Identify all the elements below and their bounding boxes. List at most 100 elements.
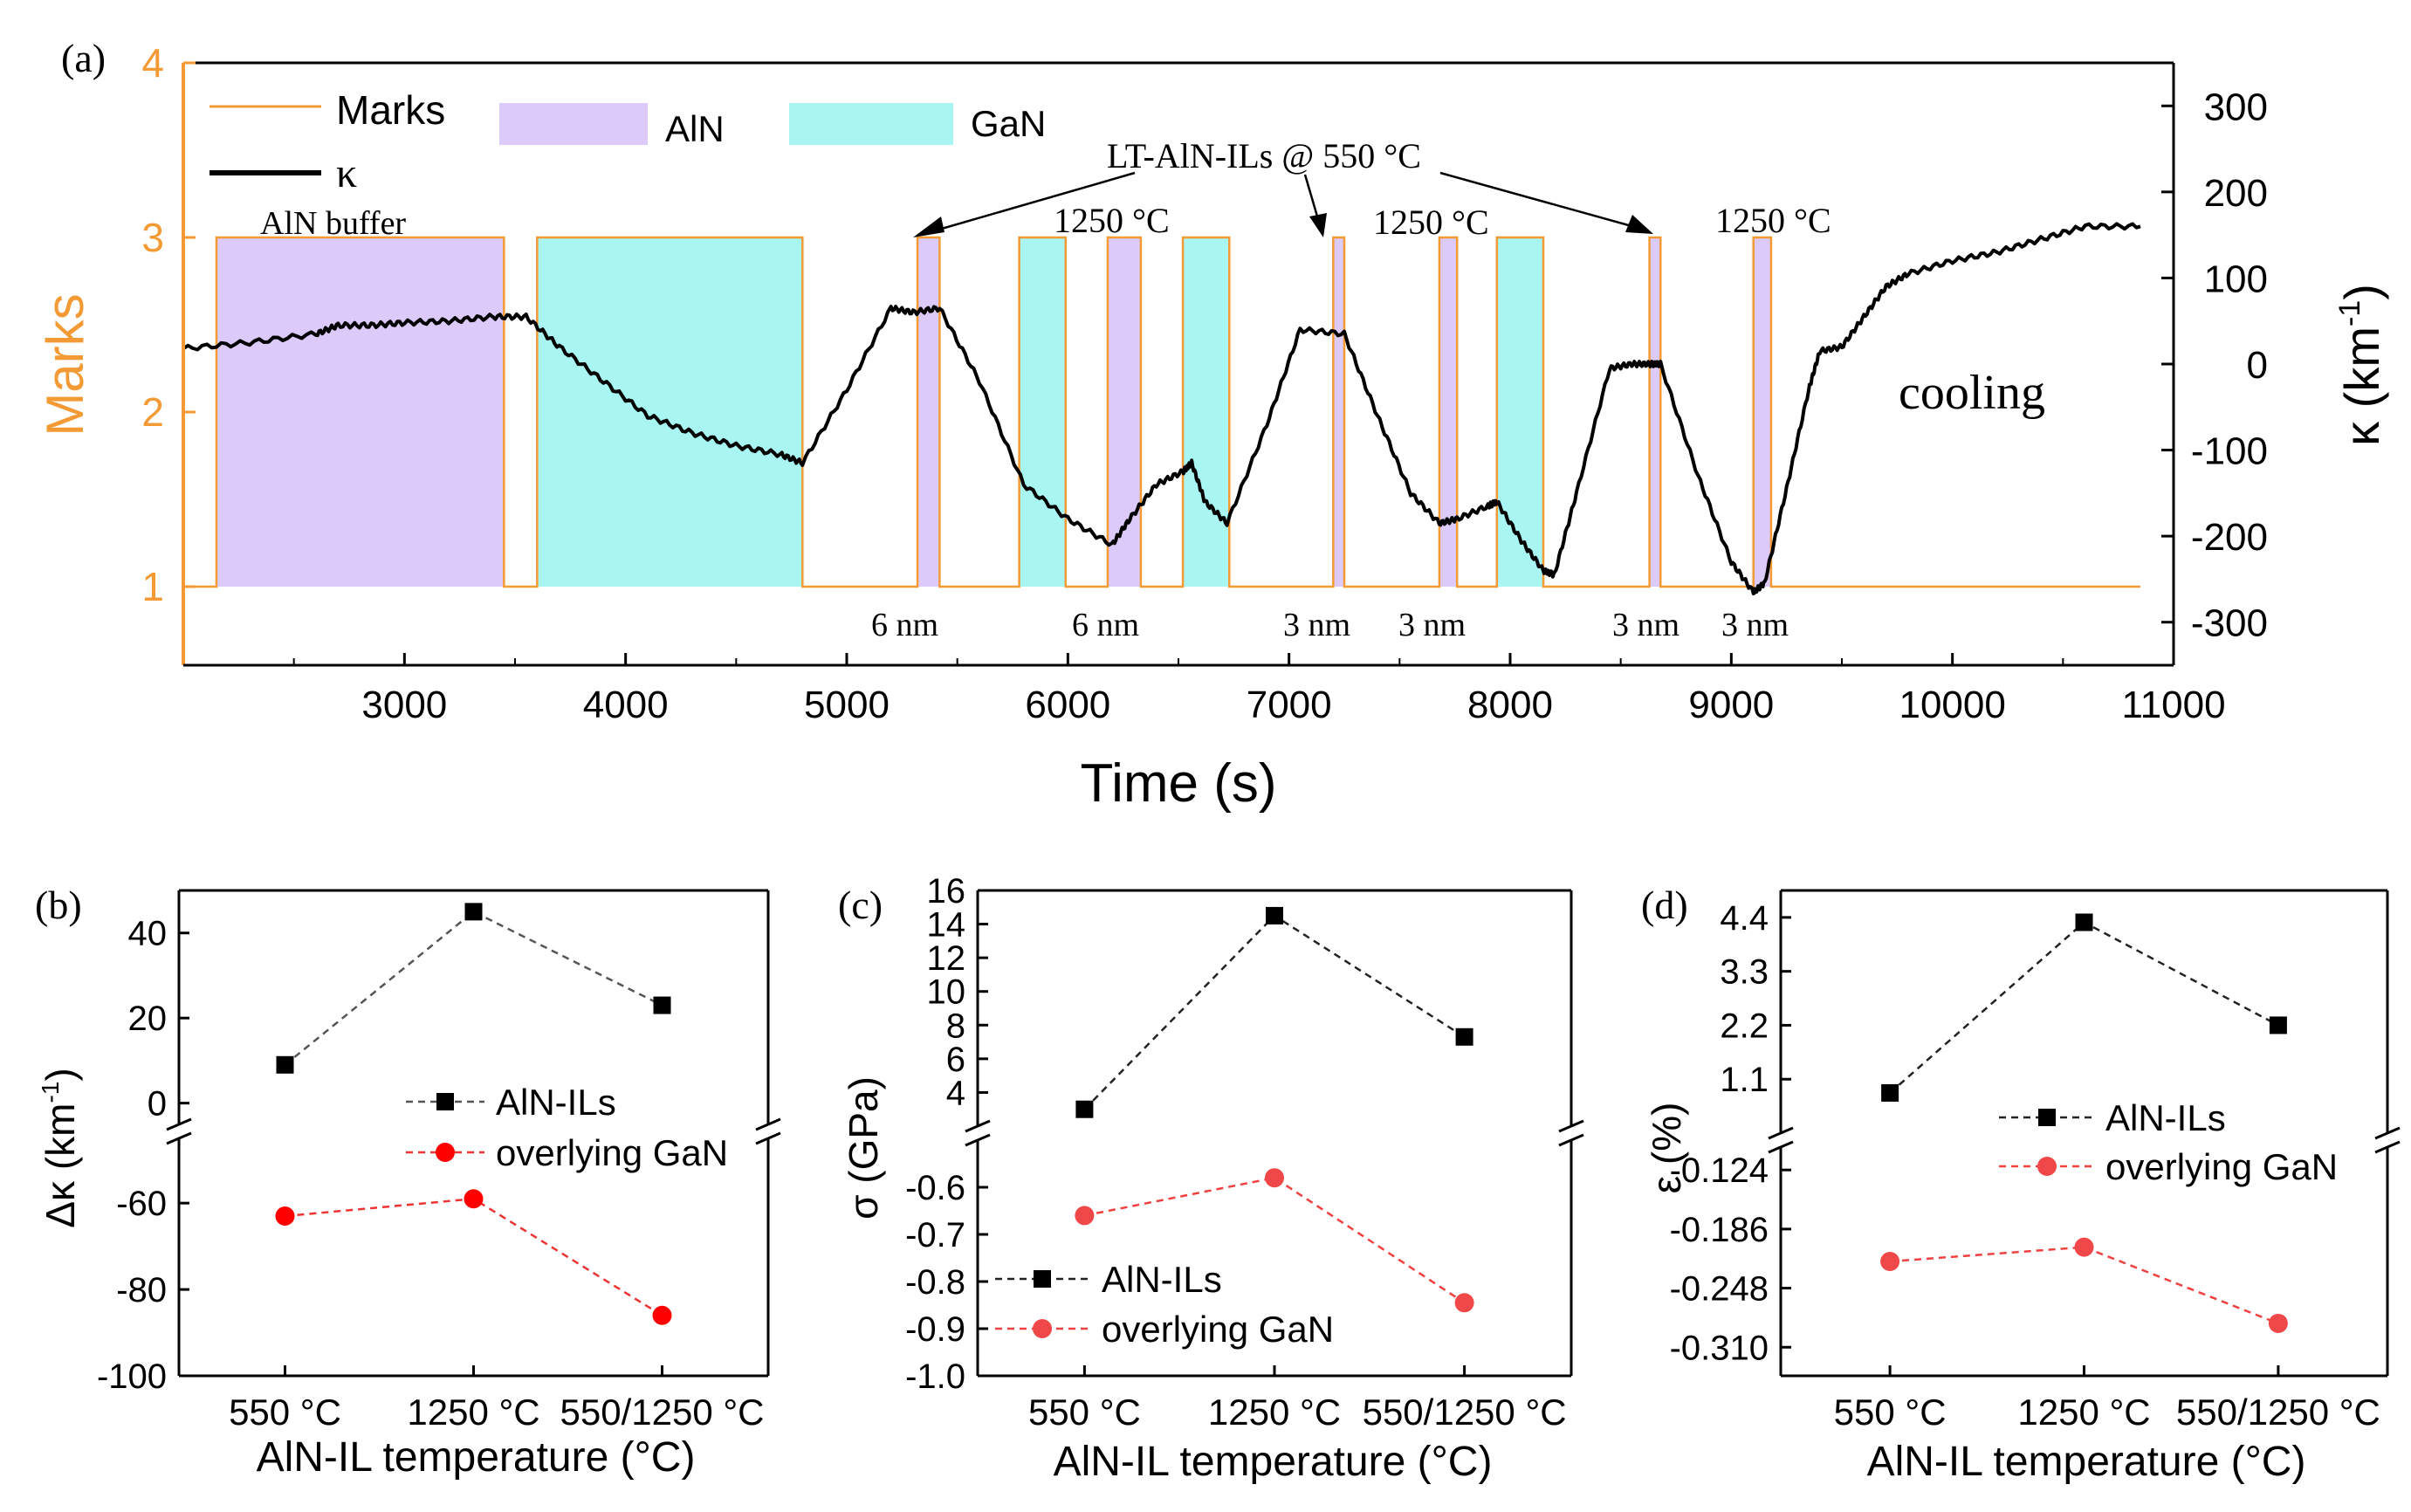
b-series-0-point-0 [276, 1055, 294, 1074]
d-legend: AlN-ILs overlying GaN [1999, 1097, 2338, 1187]
a-x-tick-label-4000: 4000 [583, 684, 669, 726]
a-annot-1250-2: 1250 °C [1373, 203, 1489, 242]
a-x-tick-label-9000: 9000 [1688, 684, 1774, 726]
c-upper-tick-label-4: 8 [946, 1007, 965, 1045]
c-legend: AlN-ILs overlying GaN [995, 1259, 1334, 1350]
d-upper-tick-label-0: 4.4 [1720, 899, 1769, 938]
panel-d: 550 °C 1250 °C 550/1250 °C 4.4 3.3 2.2 1.1 -0.1… [1670, 889, 2401, 1433]
b-lower-tick-label-1: -80 [116, 1271, 167, 1309]
a-x-tick-label-11000: 11000 [2121, 684, 2225, 726]
a-annot-thickness-3: 3 nm [1283, 607, 1350, 643]
panel-a: 3000 4000 5000 6000 7000 8000 9000 10000 11000 1… [36, 36, 2389, 814]
b-legend-gan-label: overlying GaN [496, 1132, 728, 1173]
a-x-tick-label-7000: 7000 [1247, 684, 1332, 726]
d-upper-tick-label-3: 1.1 [1720, 1061, 1769, 1099]
c-series-0-point-0 [1075, 1100, 1094, 1118]
b-upper-tick-label-0: 40 [128, 915, 168, 953]
d-series-0-point-1 [2075, 913, 2093, 931]
b-lower-tick-label-0: -60 [116, 1185, 167, 1223]
a-right-tick-label-100: 100 [2204, 258, 2268, 300]
a-left-tick-label-1: 1 [141, 564, 164, 609]
b-series-1-point-0 [275, 1206, 295, 1227]
b-lower-tick-label-2: -100 [97, 1357, 167, 1396]
b-legend: AlN-ILs overlying GaN [406, 1082, 728, 1173]
d-lower-tick-label-1: -0.186 [1670, 1211, 1769, 1249]
a-region-gan-4 [1019, 237, 1066, 587]
a-region-gan-6 [1183, 237, 1230, 587]
a-annot-thickness-4: 3 nm [1398, 607, 1466, 643]
a-x-tick-label-5000: 5000 [804, 684, 890, 726]
b-series-0-point-1 [464, 903, 483, 921]
c-series-0-line [1083, 914, 1466, 1110]
a-region-gan-9 [1496, 237, 1543, 587]
a-marks-series [183, 236, 2140, 588]
c-series-1-point-0 [1075, 1206, 1095, 1226]
a-right-ticks: 300 200 100 0 -100 -200 -300 [2161, 86, 2268, 645]
a-x-ticks: 3000 4000 5000 6000 7000 8000 9000 10000 11000 [292, 653, 2226, 726]
a-region-aln-8 [1439, 237, 1458, 587]
b-series-0-point-2 [653, 996, 671, 1014]
a-region-aln-10 [1649, 237, 1661, 587]
a-annot-thickness-2: 6 nm [1072, 607, 1139, 643]
b-break-mark-0-b [166, 1131, 192, 1145]
c-legend-aln-label: AlN-ILs [1102, 1259, 1222, 1300]
a-legend-gan-swatch [789, 103, 953, 145]
a-left-tick-label-2: 2 [141, 389, 164, 435]
a-kappa-line [182, 222, 2141, 595]
a-legend-marks-label: Marks [336, 87, 445, 133]
a-region-aln-7 [1333, 237, 1344, 587]
d-upper-tick-label-1: 3.3 [1720, 953, 1769, 992]
b-ylabel-sup: -1 [37, 1082, 64, 1103]
d-break-mark-0-b [1768, 1140, 1794, 1154]
d-legend-aln-marker [2038, 1109, 2056, 1126]
b-series-0-line [284, 910, 663, 1066]
d-x-tick-label-1: 1250 °C [2017, 1392, 2150, 1433]
c-upper-tick-label-3: 10 [927, 973, 966, 1012]
d-lower-tick-label-3: -0.310 [1670, 1329, 1769, 1367]
b-legend-gan-marker [436, 1143, 455, 1162]
a-marks-line [183, 236, 2140, 588]
a-kappa-series [182, 222, 2141, 595]
b-series-1-point-2 [652, 1305, 672, 1325]
c-x-tick-label-1: 1250 °C [1208, 1392, 1341, 1433]
a-annot-arrowheads [913, 213, 1653, 237]
d-x-axis-label: AlN-IL temperature (°C) [1867, 1439, 2306, 1485]
a-legend-aln-label: AlN [665, 108, 725, 149]
d-break-mark-1-b [2374, 1140, 2401, 1154]
b-upper-tick-label-1: 20 [128, 1000, 168, 1038]
a-right-label-close: ) [2334, 284, 2389, 300]
a-region-aln-11 [1753, 237, 1771, 587]
d-series-0-line [1889, 920, 2279, 1094]
a-right-label-main: κ (km [2334, 326, 2389, 446]
a-right-tick-label-0: 0 [2247, 344, 2268, 387]
d-lower-tick-label-0: -0.124 [1670, 1151, 1769, 1190]
c-x-tick-label-0: 550 °C [1028, 1392, 1141, 1433]
d-series-1-point-1 [2074, 1237, 2094, 1257]
b-x-tick-label-2: 550/1250 °C [560, 1392, 765, 1433]
a-right-tick-label--300: -300 [2191, 602, 2268, 645]
b-x-tick-label-1: 1250 °C [407, 1392, 539, 1433]
a-legend: Marks κ AlN GaN [210, 87, 1046, 196]
c-series-1-point-1 [1265, 1168, 1284, 1188]
a-left-axis-label: Marks [36, 293, 94, 436]
a-x-axis-label: Time (s) [1081, 753, 1277, 814]
c-break-mark-1-b [1558, 1133, 1584, 1147]
c-lower-tick-label-4: -1.0 [905, 1357, 965, 1396]
c-series-0-point-1 [1266, 906, 1283, 924]
a-region-gan-2 [537, 237, 803, 587]
d-panel-label: (d) [1641, 883, 1688, 927]
a-left-tick-label-3: 3 [141, 215, 164, 260]
c-lower-tick-label-1: -0.7 [905, 1216, 965, 1254]
a-x-tick-label-10000: 10000 [1899, 684, 2005, 726]
b-legend-aln-marker [436, 1093, 454, 1110]
c-break-mark-0-a [965, 1119, 991, 1133]
d-series-1-point-2 [2268, 1313, 2288, 1333]
d-legend-aln-label: AlN-ILs [2105, 1097, 2226, 1138]
c-lower-tick-label-0: -0.6 [905, 1169, 965, 1207]
c-series-1-line [1084, 1176, 1466, 1304]
panel-b: 550 °C 1250 °C 550/1250 °C 40 20 0 -60 -80 -100 [97, 889, 781, 1433]
a-left-ticks: 1 2 3 4 [141, 40, 196, 609]
c-lower-tick-label-2: -0.8 [905, 1263, 965, 1302]
